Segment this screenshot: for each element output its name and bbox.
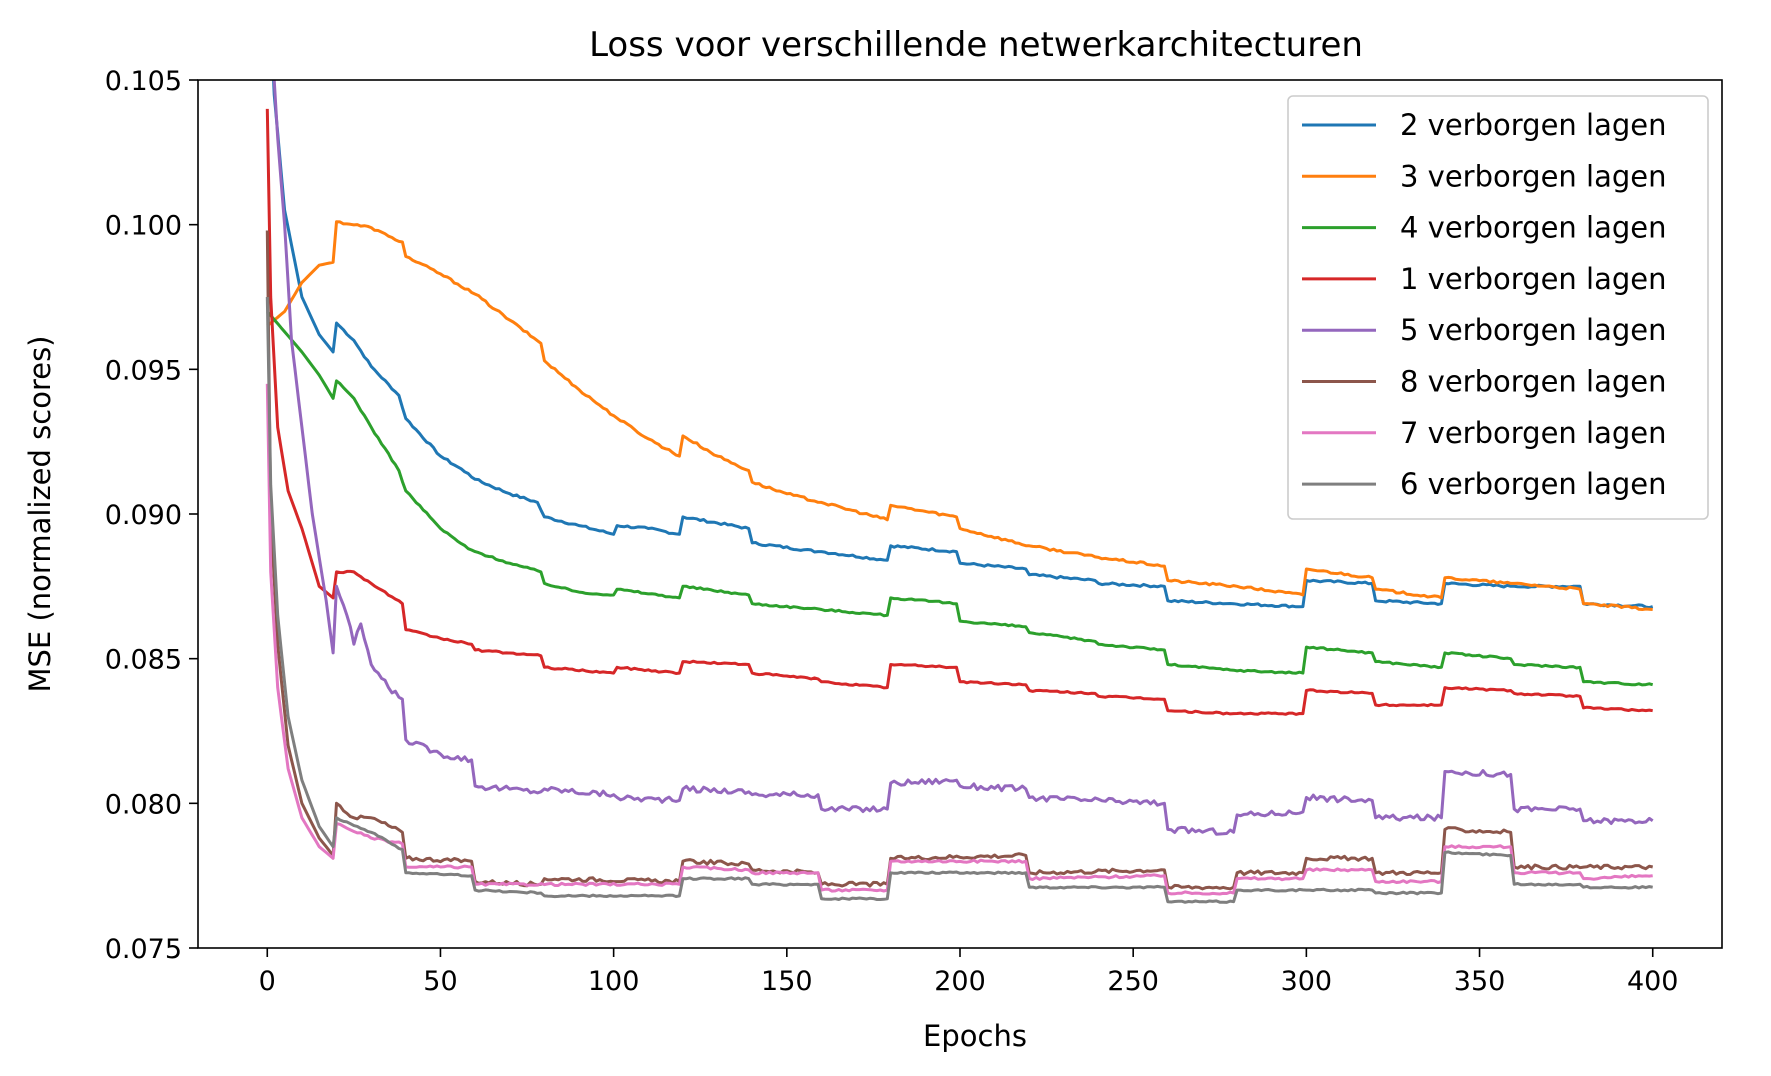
- x-tick-label: 200: [934, 966, 986, 997]
- x-tick-label: 0: [259, 966, 276, 997]
- legend-label: 8 verborgen lagen: [1400, 365, 1666, 399]
- x-tick-label: 400: [1627, 966, 1679, 997]
- y-tick-label: 0.085: [105, 645, 182, 676]
- series-line-5: [272, 80, 1654, 836]
- series-layer: [265, 80, 1654, 904]
- legend-label: 2 verborgen lagen: [1400, 108, 1666, 142]
- y-tick-label: 0.080: [105, 789, 182, 820]
- series-line-1: [272, 80, 1654, 610]
- x-tick-label: 250: [1107, 966, 1159, 997]
- y-tick-label: 0.095: [105, 355, 182, 386]
- y-axis-label: MSE (normalized scores): [23, 336, 57, 693]
- series-line-2: [266, 220, 1653, 611]
- legend-label: 7 verborgen lagen: [1400, 416, 1666, 450]
- y-axis: 0.075 0.080 0.085 0.090 0.095 0.100 0.105: [105, 66, 198, 965]
- legend-label: 1 verborgen lagen: [1400, 262, 1666, 296]
- legend-label: 5 verborgen lagen: [1400, 313, 1666, 347]
- series-line-8: [265, 296, 1653, 904]
- y-tick-label: 0.100: [105, 211, 182, 242]
- legend: 2 verborgen lagen 3 verborgen lagen 4 verb…: [1287, 95, 1709, 520]
- legend-label: 6 verborgen lagen: [1400, 467, 1666, 501]
- x-axis: 0 50 100 150 200 250 300 350 400: [259, 948, 1679, 997]
- x-tick-label: 300: [1281, 966, 1333, 997]
- x-axis-label: Epochs: [923, 1019, 1027, 1053]
- y-tick-label: 0.075: [105, 934, 182, 965]
- legend-label: 4 verborgen lagen: [1400, 211, 1666, 245]
- legend-label: 3 verborgen lagen: [1400, 159, 1666, 193]
- x-tick-label: 350: [1454, 966, 1506, 997]
- x-tick-label: 50: [423, 966, 457, 997]
- y-tick-label: 0.090: [105, 500, 182, 531]
- series-line-7: [265, 383, 1653, 896]
- y-tick-label: 0.105: [105, 66, 182, 97]
- legend-box: [1287, 95, 1709, 520]
- x-tick-label: 100: [588, 966, 640, 997]
- x-tick-label: 150: [761, 966, 813, 997]
- chart-title: Loss voor verschillende netwerkarchitect…: [589, 25, 1363, 65]
- series-line-3: [266, 310, 1654, 687]
- series-line-4: [265, 108, 1653, 716]
